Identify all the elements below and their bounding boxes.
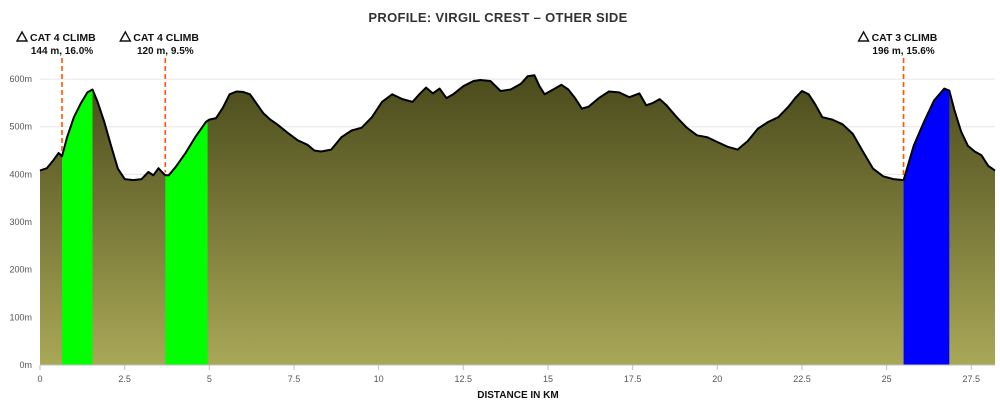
y-tick-label: 100m bbox=[9, 312, 32, 322]
climb-category: CAT 4 CLIMB bbox=[133, 32, 199, 44]
mountain-icon bbox=[857, 30, 870, 42]
x-axis-ticks: 0 2.5 5 7.5 10 12.5 15 17.5 20 22.5 25 27.5 bbox=[37, 365, 980, 384]
y-tick-label: 500m bbox=[9, 122, 32, 132]
climb-detail: 196 m, 15.6% bbox=[872, 46, 934, 57]
climb-detail: 120 m, 9.5% bbox=[137, 46, 194, 57]
mountain-icon bbox=[119, 30, 132, 42]
climb-segment bbox=[903, 88, 950, 365]
climb-segment bbox=[165, 120, 208, 365]
chart-title: PROFILE: VIRGIL CREST – OTHER SIDE bbox=[368, 10, 627, 25]
x-tick-label: 2.5 bbox=[118, 374, 131, 384]
profile-line bbox=[39, 74, 996, 182]
climb-category: CAT 4 CLIMB bbox=[30, 32, 96, 44]
x-tick-label: 20 bbox=[712, 374, 722, 384]
climb-detail: 144 m, 16.0% bbox=[31, 46, 93, 57]
climb-marker-label: CAT 4 CLIMB 120 m, 9.5% bbox=[119, 30, 199, 57]
climb-marker-label: CAT 4 CLIMB 144 m, 16.0% bbox=[15, 30, 96, 57]
climb-markers: CAT 4 CLIMB 144 m, 16.0% CAT 4 CLIMB 120 m,… bbox=[15, 30, 938, 178]
x-tick-label: 10 bbox=[374, 374, 384, 384]
x-tick-label: 7.5 bbox=[288, 374, 301, 384]
x-tick-label: 17.5 bbox=[624, 374, 642, 384]
elevation-area bbox=[40, 75, 995, 366]
y-tick-label: 300m bbox=[9, 217, 32, 227]
y-axis: 0m 100m 200m 300m 400m 500m 600m bbox=[9, 74, 32, 370]
x-tick-label: 15 bbox=[543, 374, 553, 384]
x-tick-label: 22.5 bbox=[793, 374, 811, 384]
plot-area bbox=[40, 75, 995, 366]
x-axis-label: DISTANCE IN KM bbox=[477, 390, 558, 400]
mountain-icon bbox=[15, 30, 29, 42]
y-tick-label: 0m bbox=[19, 360, 32, 370]
climb-category: CAT 3 CLIMB bbox=[872, 32, 938, 44]
profile-line-layer bbox=[39, 74, 996, 182]
x-tick-label: 5 bbox=[207, 374, 212, 384]
climb-segments bbox=[62, 88, 950, 365]
x-tick-label: 12.5 bbox=[455, 374, 473, 384]
x-tick-label: 25 bbox=[882, 374, 892, 384]
x-tick-label: 0 bbox=[37, 374, 42, 384]
y-tick-label: 200m bbox=[9, 265, 32, 275]
climb-marker-label: CAT 3 CLIMB 196 m, 15.6% bbox=[857, 30, 938, 57]
x-tick-label: 27.5 bbox=[963, 374, 981, 384]
y-tick-label: 400m bbox=[9, 169, 32, 179]
climb-segment bbox=[62, 89, 93, 365]
y-tick-label: 600m bbox=[9, 74, 32, 84]
